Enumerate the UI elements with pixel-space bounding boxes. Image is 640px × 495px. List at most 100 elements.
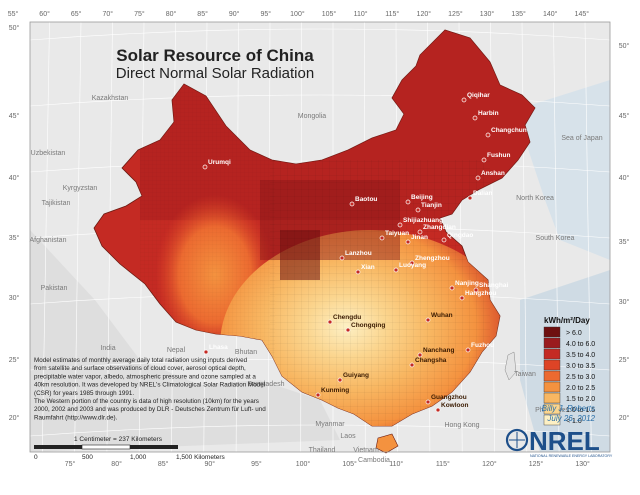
city-marker: Xian <box>355 264 375 275</box>
method-note-line: (CSR) for years 1985 through 1991. <box>34 390 134 397</box>
city-label: Luoyang <box>399 262 426 269</box>
nrel-logo-subtitle: NATIONAL RENEWABLE ENERGY LABORATORY <box>530 454 613 458</box>
city-marker: Nanjing <box>449 280 479 291</box>
city-dot-icon <box>355 269 361 275</box>
country-label: South Korea <box>536 235 575 242</box>
city-label: Xian <box>361 264 375 271</box>
bottom-tick-label: 80° <box>111 460 122 468</box>
method-note-line: The Western portion of the country is da… <box>34 398 259 405</box>
top-tick-label: 115° <box>385 10 399 18</box>
city-label: Zhangdian <box>423 224 456 231</box>
legend-label: > 6.0 <box>566 330 582 337</box>
bottom-tick-label: 115° <box>436 460 450 468</box>
city-dot-icon <box>393 267 399 273</box>
country-label: Taiwan <box>514 371 536 378</box>
left-tick-label: 40° <box>9 174 20 182</box>
legend-swatch <box>543 370 561 382</box>
method-note-line: 2000, 2002 and 2003 and was produced by … <box>34 406 266 413</box>
top-tick-label: 80° <box>166 10 177 18</box>
map-frame <box>29 21 611 453</box>
city-dot-icon <box>397 222 403 228</box>
city-marker: Shijiazhuang <box>397 217 443 228</box>
top-tick-label: 130° <box>480 10 495 18</box>
left-tick-label: 25° <box>9 356 20 364</box>
city-dot-icon <box>441 237 447 243</box>
top-tick-label: 60° <box>39 10 50 18</box>
city-dot-icon <box>417 229 423 235</box>
city-markers: Qiqihar Harbin Changchun Fushun Anshan Dalian… <box>202 92 527 413</box>
map-subtitle: Direct Normal Solar Radiation <box>116 65 314 82</box>
city-label: Beijing <box>411 194 433 201</box>
city-label: Lhasa <box>209 344 228 351</box>
city-marker: Anshan <box>475 170 505 181</box>
country-label: Kyrgyzstan <box>63 185 98 192</box>
left-tick-label: 35° <box>9 234 20 242</box>
left-tick-label: 30° <box>9 294 20 302</box>
nrel-sun-rays-icon <box>509 432 525 448</box>
bottom-tick-label: 90° <box>205 460 216 468</box>
city-marker: Jinan <box>405 234 428 245</box>
bottom-tick-label: 100° <box>296 460 311 468</box>
nrel-logo-text: NREL <box>529 426 600 456</box>
scale-caption: 1 Centimeter = 237 Kilometers <box>74 436 163 443</box>
left-tick-label: 45° <box>9 112 20 120</box>
author-name: Billy J. Roberts <box>542 404 595 413</box>
city-dot-icon <box>379 235 385 241</box>
country-label: Laos <box>340 433 356 440</box>
bottom-tick-label: 85° <box>158 460 169 468</box>
top-tick-label: 140° <box>543 10 558 18</box>
scale-segment-3 <box>130 445 178 449</box>
city-marker: Changchun <box>485 127 527 138</box>
city-marker: Baotou <box>349 196 377 207</box>
city-dot-icon <box>339 255 345 261</box>
left-tick-label: 20° <box>9 414 20 422</box>
city-dot-icon <box>409 260 415 266</box>
city-dot-icon <box>327 319 333 325</box>
city-marker: Chengdu <box>327 314 361 325</box>
nrel-sun-icon <box>505 428 529 452</box>
credit-block: Billy J. Roberts July 26, 2012 NREL NATI… <box>505 404 613 458</box>
country-label: India <box>100 345 115 352</box>
legend-swatch <box>543 348 561 360</box>
city-label: Nanjing <box>455 280 479 287</box>
bottom-tick-label: 105° <box>342 460 357 468</box>
legend-swatch <box>543 403 561 415</box>
top-tick-label: 65° <box>71 10 82 18</box>
city-marker: Shanghai <box>473 282 508 293</box>
city-marker: Kowloon <box>435 402 468 413</box>
scale-label: 500 <box>82 454 93 461</box>
legend-label: 2.0 to 2.5 <box>566 385 595 392</box>
city-marker: Lhasa <box>203 344 228 355</box>
city-marker: Zhengzhou <box>409 255 450 266</box>
city-label: Zhengzhou <box>415 255 450 262</box>
city-marker: Kunming <box>315 387 349 398</box>
city-label: Anshan <box>481 170 505 177</box>
city-label: Qingdao <box>447 232 473 239</box>
legend-swatch <box>543 359 561 371</box>
right-tick-label: 35° <box>619 238 630 246</box>
bottom-tick-label: 75° <box>65 460 76 468</box>
city-dot-icon <box>417 352 423 358</box>
top-tick-label: 75° <box>134 10 145 18</box>
city-label: Chongqing <box>351 322 385 329</box>
map-date: July 26, 2012 <box>546 414 595 423</box>
city-marker: Beijing <box>405 194 433 205</box>
sea-area <box>520 270 610 452</box>
top-tick-label: 70° <box>103 10 114 18</box>
scale-label: 1,000 <box>130 454 147 461</box>
city-marker: Tianjin <box>415 202 442 213</box>
left-tick-label: 50° <box>9 24 20 32</box>
country-label: Vietnam <box>353 447 379 454</box>
city-marker: Hangzhou <box>459 290 496 301</box>
country-label: Uzbekistan <box>31 150 66 157</box>
city-label: Kowloon <box>441 402 468 409</box>
right-tick-label: 20° <box>619 414 630 422</box>
city-marker: Qingdao <box>441 232 473 243</box>
bottom-tick-label: 120° <box>482 460 497 468</box>
method-note-line: Raumfahrt (http://www.dlr.de). <box>34 414 118 421</box>
country-label: Bhutan <box>235 349 257 356</box>
right-tick-label: 45° <box>619 112 630 120</box>
method-notes: Model estimates of monthly average daily… <box>34 357 266 421</box>
right-tick-label: 50° <box>619 42 630 50</box>
